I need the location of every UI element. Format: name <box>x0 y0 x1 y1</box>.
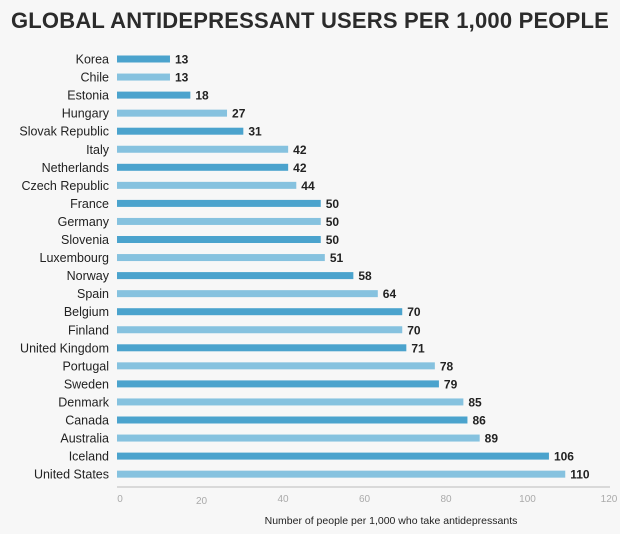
category-label: Italy <box>86 143 110 157</box>
bar <box>117 470 566 478</box>
category-label: Luxembourg <box>40 251 110 265</box>
data-label: 70 <box>407 305 421 319</box>
data-label: 58 <box>358 269 372 283</box>
category-label: Denmark <box>58 395 109 409</box>
category-label: Iceland <box>69 450 109 464</box>
x-tick-label: 120 <box>601 494 618 505</box>
category-label: Netherlands <box>42 161 109 175</box>
data-label: 78 <box>440 359 454 373</box>
data-label: 50 <box>326 197 340 211</box>
data-label: 51 <box>330 251 344 265</box>
category-label: Chile <box>81 71 110 85</box>
category-label: Spain <box>77 287 109 301</box>
data-label: 31 <box>248 125 262 139</box>
bar <box>117 380 439 388</box>
bar <box>117 236 321 243</box>
category-label: Estonia <box>67 89 109 103</box>
bar <box>117 73 170 81</box>
bar <box>117 181 297 189</box>
bar <box>117 434 480 442</box>
data-label: 13 <box>175 71 189 85</box>
category-label: Hungary <box>62 107 110 121</box>
bar <box>117 55 170 63</box>
category-label: Norway <box>67 269 110 283</box>
data-label: 64 <box>383 287 397 301</box>
data-label: 85 <box>468 395 482 409</box>
bar <box>117 127 244 135</box>
x-tick-label: 80 <box>440 494 452 505</box>
bar <box>117 109 228 117</box>
category-label: Canada <box>65 414 109 428</box>
bar <box>117 290 378 298</box>
data-label: 106 <box>554 450 574 464</box>
data-label: 42 <box>293 161 307 175</box>
category-label: Slovak Republic <box>19 125 109 139</box>
bar <box>117 199 321 207</box>
category-label: Portugal <box>62 359 109 373</box>
category-label: Czech Republic <box>21 179 109 193</box>
bar <box>117 398 464 406</box>
x-tick-label: 20 <box>196 496 208 507</box>
data-label: 70 <box>407 323 421 337</box>
bar <box>117 254 325 262</box>
data-label: 27 <box>232 107 246 121</box>
category-label: United States <box>34 468 109 482</box>
data-label: 110 <box>570 468 590 482</box>
category-label: Germany <box>58 215 110 229</box>
bar <box>117 91 191 99</box>
bar <box>117 163 289 171</box>
category-label: Finland <box>68 323 109 337</box>
x-tick-label: 40 <box>277 494 289 505</box>
bar <box>117 217 321 225</box>
bar <box>117 308 403 316</box>
data-label: 13 <box>175 53 189 67</box>
data-label: 71 <box>411 341 425 355</box>
data-label: 18 <box>195 89 209 103</box>
data-label: 42 <box>293 143 307 157</box>
category-label: Sweden <box>64 377 109 391</box>
x-tick-label: 100 <box>519 494 536 505</box>
data-label: 86 <box>472 414 486 428</box>
data-label: 89 <box>485 432 499 446</box>
category-label: Belgium <box>64 305 109 319</box>
data-label: 50 <box>326 215 340 229</box>
x-axis-label: Number of people per 1,000 who take anti… <box>265 515 518 527</box>
bar <box>117 452 549 460</box>
category-label: Australia <box>60 432 109 446</box>
data-label: 50 <box>326 233 340 247</box>
bar <box>117 145 289 153</box>
data-label: 79 <box>444 377 458 391</box>
chart-title: GLOBAL ANTIDEPRESSANT USERS PER 1,000 PE… <box>10 8 610 33</box>
category-label: United Kingdom <box>20 341 109 355</box>
category-label: Korea <box>76 53 109 67</box>
bar <box>117 416 468 424</box>
bar <box>117 272 354 280</box>
bar <box>117 344 407 352</box>
x-tick-label: 0 <box>117 494 123 505</box>
category-label: Slovenia <box>61 233 109 247</box>
bar <box>117 326 403 334</box>
x-tick-label: 60 <box>359 494 371 505</box>
category-label: France <box>70 197 109 211</box>
bar <box>117 362 435 370</box>
data-label: 44 <box>301 179 315 193</box>
